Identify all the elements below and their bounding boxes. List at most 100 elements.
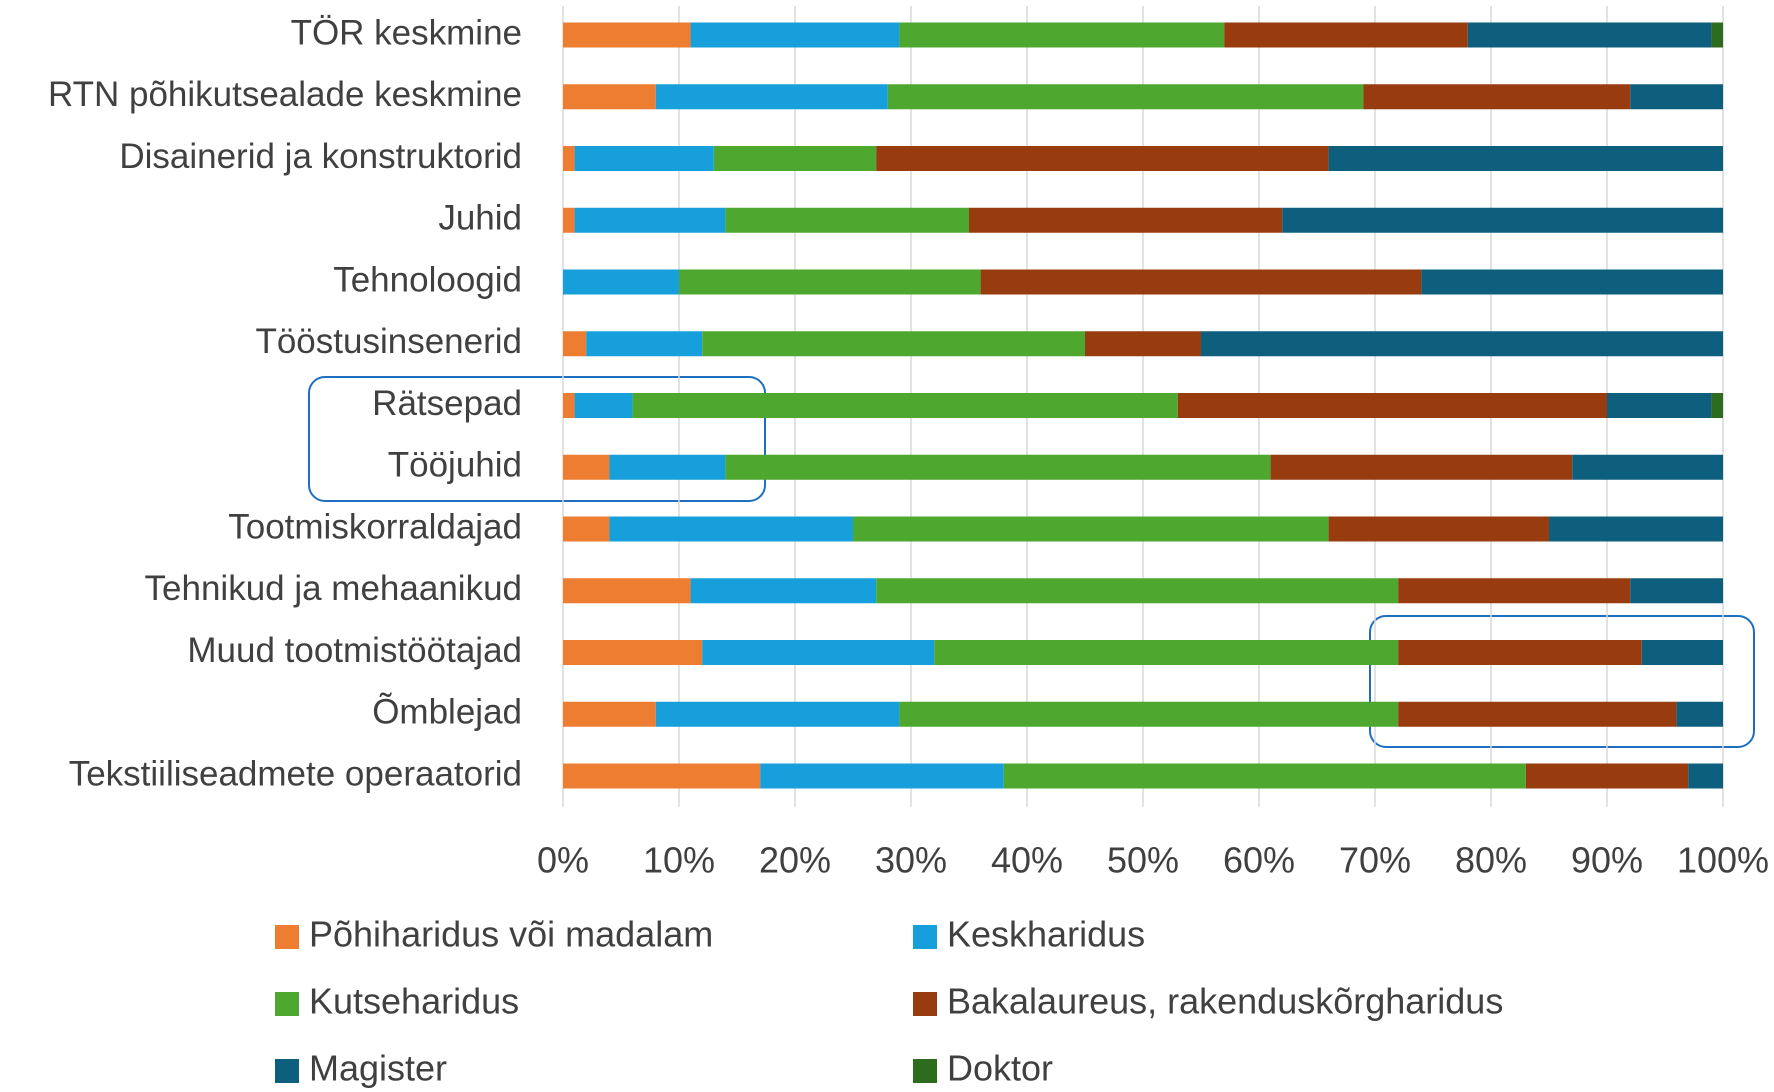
- bar-segment: [1201, 331, 1723, 357]
- bar-segment: [563, 269, 679, 295]
- y-tick-label: Rätsepad: [372, 384, 522, 423]
- bar-segment: [934, 640, 1399, 665]
- bar-segment: [1270, 454, 1573, 480]
- bar-segment: [713, 146, 877, 171]
- bar-segment: [980, 269, 1422, 295]
- bar-segment: [899, 22, 1225, 48]
- x-tick-label: 30%: [875, 840, 947, 881]
- y-tick-label: Tööstusinsenerid: [255, 322, 522, 361]
- bar-segment: [632, 393, 1178, 418]
- bar-segment: [563, 84, 656, 110]
- bar-segment: [702, 331, 1085, 357]
- bar-segment: [563, 578, 691, 604]
- bar-segment: [1711, 393, 1723, 418]
- bar-segment: [609, 516, 853, 542]
- highlight-box: [1369, 615, 1755, 748]
- x-tick-label: 50%: [1107, 840, 1179, 881]
- bar-segment: [725, 454, 1271, 480]
- bar-segment: [1630, 84, 1723, 110]
- legend-swatch: [275, 1059, 299, 1083]
- bar-segment: [563, 207, 575, 233]
- legend-label: Bakalaureus, rakenduskõrgharidus: [947, 981, 1503, 1022]
- x-tick-label: 100%: [1677, 840, 1769, 881]
- bar-segment: [574, 207, 726, 233]
- bar-segment: [760, 763, 1004, 789]
- x-tick-label: 0%: [537, 840, 589, 881]
- bar-segment: [690, 22, 900, 48]
- bar-segment: [702, 640, 935, 665]
- bar-segment: [1688, 763, 1723, 789]
- bar-segment: [1328, 146, 1723, 171]
- bar-segment: [876, 578, 1399, 604]
- bar-segment: [563, 454, 610, 480]
- legend-label: Põhiharidus või madalam: [309, 914, 713, 955]
- bar-segment: [1363, 84, 1631, 110]
- bar-segment: [1572, 454, 1723, 480]
- bar-segment: [563, 146, 575, 171]
- bar-segment: [1224, 22, 1468, 48]
- bar-segment: [725, 207, 969, 233]
- bar-segment: [1549, 516, 1723, 542]
- y-tick-label: Tootmiskorraldajad: [228, 507, 522, 546]
- y-tick-label: Muud tootmistöötajad: [187, 631, 522, 670]
- bar-segment: [574, 146, 714, 171]
- x-tick-label: 80%: [1455, 840, 1527, 881]
- legend-swatch: [275, 925, 299, 949]
- legend-label: Doktor: [947, 1048, 1053, 1089]
- legend-swatch: [913, 1059, 937, 1083]
- y-tick-label: TÖR keskmine: [291, 13, 522, 52]
- bar-segment: [1525, 763, 1689, 789]
- legend-swatch: [913, 992, 937, 1016]
- bar-segment: [586, 331, 703, 357]
- y-tick-label: Juhid: [438, 199, 522, 238]
- bar-segment: [1607, 393, 1712, 418]
- x-tick-label: 20%: [759, 840, 831, 881]
- bar-segment: [563, 640, 703, 665]
- bar-segment: [1003, 763, 1526, 789]
- bar-segment: [1641, 640, 1723, 665]
- bar-segment: [876, 146, 1329, 171]
- legend-swatch: [275, 992, 299, 1016]
- bar-segment: [574, 393, 633, 418]
- bar-segment: [1467, 22, 1712, 48]
- bar-segment: [679, 269, 981, 295]
- x-tick-label: 60%: [1223, 840, 1295, 881]
- bar-segment: [1676, 701, 1723, 727]
- x-tick-label: 40%: [991, 840, 1063, 881]
- y-tick-label: Disainerid ja konstruktorid: [119, 137, 522, 176]
- bar-segment: [1177, 393, 1607, 418]
- legend-label: Magister: [309, 1048, 447, 1089]
- bar-segment: [563, 701, 656, 727]
- bar-segment: [690, 578, 877, 604]
- legend-swatch: [913, 925, 937, 949]
- bar-segment: [655, 701, 900, 727]
- bar-segment: [887, 84, 1364, 110]
- legend-label: Kutseharidus: [309, 981, 519, 1022]
- y-tick-label: Tehnoloogid: [333, 260, 522, 299]
- bar-segment: [563, 22, 691, 48]
- legend-label: Keskharidus: [947, 914, 1145, 955]
- bar-segment: [853, 516, 1329, 542]
- bar-segment: [563, 763, 761, 789]
- bar-segment: [1398, 701, 1677, 727]
- bar-segment: [563, 331, 587, 357]
- y-tick-label: Tekstiiliseadmete operaatorid: [69, 754, 522, 793]
- x-tick-label: 90%: [1571, 840, 1643, 881]
- y-tick-label: Tööjuhid: [388, 446, 522, 485]
- bar-segment: [1398, 640, 1642, 665]
- bar-segment: [655, 84, 888, 110]
- bar-segment: [1711, 22, 1723, 48]
- bar-segment: [969, 207, 1283, 233]
- bar-segment: [1421, 269, 1723, 295]
- highlight-box: [308, 376, 766, 502]
- y-tick-label: Tehnikud ja mehaanikud: [145, 569, 522, 608]
- x-tick-label: 10%: [643, 840, 715, 881]
- bar-segment: [563, 516, 610, 542]
- y-tick-label: RTN põhikutsealade keskmine: [48, 75, 522, 114]
- bar-segment: [1085, 331, 1201, 357]
- bar-segment: [1328, 516, 1549, 542]
- bar-segment: [1630, 578, 1723, 604]
- y-tick-label: Õmblejad: [372, 692, 522, 732]
- bar-segment: [563, 393, 575, 418]
